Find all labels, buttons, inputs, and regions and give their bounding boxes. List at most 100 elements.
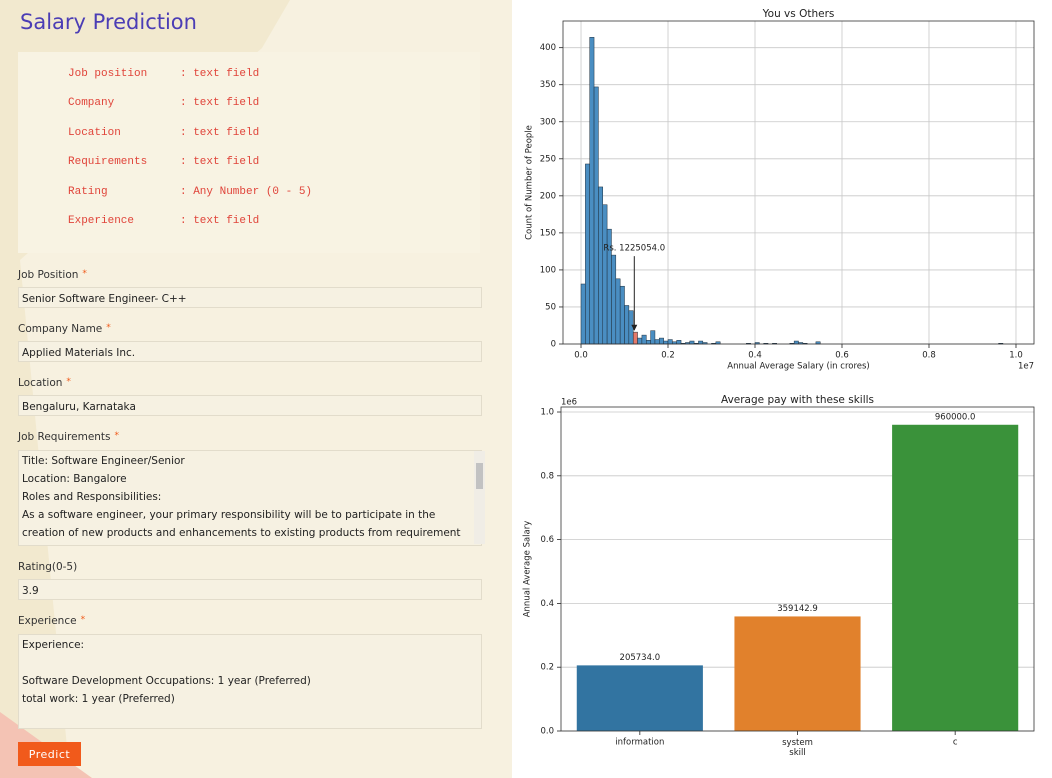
field-label: Job Position * [18,269,87,281]
required-mark: * [80,615,86,625]
histogram-bar [676,340,682,345]
y-tick-label: 0.6 [540,535,554,545]
required-mark: * [82,269,87,279]
histogram-bar [667,339,673,345]
form-panel: Salary Prediction Job position : text fi… [0,0,512,778]
scrollbar[interactable] [474,451,485,544]
textarea[interactable]: Title: Software Engineer/Senior Location… [18,450,482,546]
field-label: Experience * [18,615,85,627]
y-tick-label: 300 [540,117,556,127]
charts: You vs Others Annual Average Salary (in c… [523,8,1035,757]
scroll-thumb[interactable] [476,463,483,489]
instruction-hint: : text field [180,156,260,168]
histogram-bar [793,340,799,345]
y-tick-label: 150 [540,228,556,238]
x-tick-label: 0.8 [922,351,936,361]
value-label: 359142.9 [777,604,818,614]
instruction-hint: : text field [180,97,260,109]
y-tick-label: 250 [540,154,556,164]
label-text: Experience [18,615,77,627]
axes-frame [560,406,1035,732]
instruction-field: Requirements [68,156,148,168]
y-axis-label: Count of Number of People [525,125,535,240]
label-text: Job Requirements [18,431,111,443]
histogram-bar [632,331,638,345]
text-input[interactable]: Bengaluru, Karnataka [18,395,482,416]
page-title: Salary Prediction [20,10,197,34]
label-text: Rating(0-5) [18,561,78,573]
x-tick-label: 0.2 [661,351,675,361]
histogram-bar [589,37,595,345]
histogram-bar [698,340,704,345]
y-tick-label: 1.0 [540,408,554,418]
required-mark: * [66,377,71,387]
y-tick-label: 0.0 [540,727,554,737]
annotation-text: Rs. 1225054.0 [603,244,665,254]
histogram-bar [611,254,617,345]
instruction-field: Experience [68,215,135,227]
histogram-bar [628,310,634,345]
required-mark: * [106,323,111,333]
histogram-bar [585,163,590,345]
histogram-bar [580,283,586,345]
y-tick-label: 0 [551,340,556,350]
histogram-bar [619,285,625,345]
x-tick-label: information [615,738,664,748]
value-label: 205734.0 [620,653,661,663]
label-text: Job Position [18,269,79,281]
histogram-bar [637,337,643,345]
histogram-bar [598,186,604,345]
y-tick-label: 0.4 [540,599,554,609]
text-input[interactable]: Senior Software Engineer- C++ [18,287,482,308]
y-offset-text: 1e6 [561,398,577,408]
label-text: Location [18,377,63,389]
y-tick-label: 0.2 [540,663,554,673]
histogram-bar [689,340,695,345]
field-label: Job Requirements * [18,431,119,443]
textarea[interactable]: Experience: Software Development Occupat… [18,634,482,729]
histogram-bar [663,340,669,345]
x-tick-label: 0.4 [748,351,762,361]
y-tick-label: 350 [540,80,556,90]
y-tick-label: 200 [540,191,556,201]
bar [892,424,1019,731]
value-label: 960000.0 [935,412,976,422]
histogram-bar [646,340,651,345]
y-tick-label: 400 [540,43,556,53]
instruction-hint: : text field [180,127,260,139]
instruction-field: Company [68,97,115,109]
text-input[interactable]: Applied Materials Inc. [18,341,482,362]
histogram-bar [659,337,664,345]
bar [734,616,861,731]
histogram-bar [641,334,647,345]
field-label: Location * [18,377,71,389]
x-axis-label: Annual Average Salary (in crores) [727,362,870,372]
histogram-bar [602,204,608,345]
x-tick-label: c [953,738,958,748]
required-mark: * [114,431,120,441]
instruction-field: Job position [68,68,148,80]
y-axis-label: Annual Average Salary [523,521,533,618]
predict-button[interactable]: Predict [18,742,81,766]
instructions-box: Job position : text field Company : text… [18,52,480,253]
text-input[interactable]: 3.9 [18,579,482,600]
bar [576,665,703,731]
y-tick-label: 100 [540,265,556,275]
instruction-field: Rating [68,186,108,198]
instruction-hint: : text field [180,215,260,227]
instruction-hint: : text field [180,68,260,80]
histogram-bar [615,278,621,345]
x-tick-label: 0.6 [835,351,849,361]
histogram-bar [593,86,599,345]
y-tick-label: 0.8 [540,471,554,481]
field-label: Rating(0-5) [18,561,77,573]
histogram-bar [624,305,630,345]
x-tick-label: 0.0 [574,351,588,361]
label-text: Company Name [18,323,103,335]
x-tick-label: 1.0 [1009,351,1023,361]
chart-title: Average pay with these skills [721,394,874,406]
histogram-bar [650,330,656,345]
histogram-bar [654,339,660,345]
instruction-hint: : Any Number (0 - 5) [180,186,313,198]
